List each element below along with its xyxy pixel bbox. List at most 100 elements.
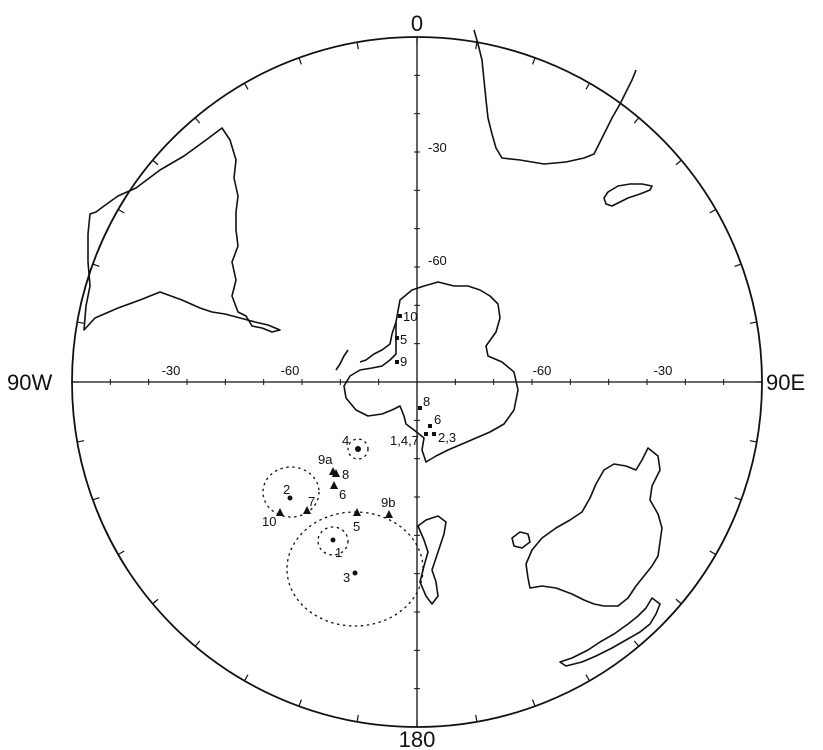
circle-label: 2	[283, 482, 290, 497]
new-zealand-coastline	[559, 597, 661, 667]
tasmania-coastline	[511, 531, 531, 549]
triangle-label: 9b	[381, 495, 395, 510]
rim-tick	[356, 42, 359, 50]
square-label: 2,3	[438, 430, 456, 445]
triangle-site-8: 8	[332, 467, 349, 482]
rim-tick	[298, 57, 302, 65]
label-north-0: 0	[411, 11, 423, 36]
circle-site-4: 4	[342, 433, 361, 452]
rim-tick	[117, 208, 125, 214]
square-label: 5	[400, 332, 407, 347]
rim-tick	[734, 263, 742, 267]
square-site-1-4-7: 1,4,7	[390, 432, 428, 448]
rim-tick	[749, 440, 757, 443]
triangle-marker	[303, 506, 311, 514]
square-site-2-3: 2,3	[432, 430, 456, 445]
rim-tick	[585, 674, 591, 682]
label-west-90w: 90W	[7, 370, 52, 395]
square-marker	[432, 432, 436, 436]
rim-tick	[152, 598, 159, 605]
rim-tick	[633, 640, 640, 647]
rim-tick	[749, 321, 757, 324]
circle-label: 1	[335, 545, 342, 560]
rim-tick	[633, 117, 640, 124]
rim-tick	[585, 82, 591, 90]
circle-marker	[352, 570, 358, 576]
square-label: 6	[434, 412, 441, 427]
triangle-label: 9a	[318, 452, 333, 467]
rim-tick	[356, 714, 359, 722]
rim-tick	[194, 117, 201, 124]
square-site-8: 8	[418, 394, 430, 410]
uncertainty-ellipse-1	[317, 526, 349, 556]
parallel-label-east-minus60: -60	[533, 363, 552, 378]
meridian-label-minus60: -60	[428, 253, 447, 268]
parallel-label-east-minus30: -30	[654, 363, 673, 378]
parallel-label-west-minus30: -30	[162, 363, 181, 378]
rim-tick	[709, 550, 717, 556]
rim-tick	[243, 674, 249, 682]
papua-coastline	[417, 515, 447, 605]
circle-marker	[330, 537, 336, 543]
rim-tick	[475, 42, 478, 50]
square-marker	[395, 360, 399, 364]
square-marker	[395, 336, 399, 340]
rim-tick	[475, 714, 478, 722]
rim-tick	[734, 497, 742, 501]
rim-tick	[152, 159, 159, 166]
antarctica-coastline	[343, 281, 519, 463]
uncertainty-ellipse-2	[262, 466, 320, 518]
rim-tick	[92, 263, 100, 267]
rim-tick	[194, 640, 201, 647]
circle-site-1: 1	[330, 537, 342, 560]
rim-tick	[77, 440, 85, 443]
rim-tick	[243, 82, 249, 90]
australia-coastline	[525, 447, 663, 607]
triangle-label: 5	[353, 519, 360, 534]
parallel-label-west-minus60: -60	[281, 363, 300, 378]
rim-tick	[117, 550, 125, 556]
square-label: 1,4,7	[390, 433, 419, 448]
triangle-site-9a: 9a	[318, 452, 337, 475]
rim-tick	[675, 598, 682, 605]
triangle-label: 7	[308, 494, 315, 509]
circle-marker	[355, 446, 361, 452]
triangle-site-5: 5	[353, 508, 361, 534]
triangle-marker	[353, 508, 361, 516]
rim-tick	[298, 699, 302, 707]
square-label: 8	[423, 394, 430, 409]
triangle-site-6: 6	[330, 481, 346, 502]
uncertainty-ellipse-4	[347, 438, 369, 460]
square-marker	[418, 406, 422, 410]
triangle-marker	[385, 510, 393, 518]
square-site-5: 5	[395, 332, 407, 347]
square-site-10: 10	[398, 309, 417, 324]
triangle-label: 6	[339, 487, 346, 502]
triangle-site-10: 10	[262, 508, 284, 529]
triangle-marker	[332, 469, 340, 477]
circle-label: 4	[342, 433, 349, 448]
square-marker	[428, 424, 432, 428]
south-america-coastline	[83, 127, 281, 333]
square-label: 9	[400, 354, 407, 369]
square-site-6: 6	[428, 412, 441, 428]
square-marker	[398, 314, 402, 318]
meridian-label-minus30: -30	[428, 140, 447, 155]
square-marker	[424, 432, 428, 436]
triangle-site-7: 7	[303, 494, 315, 514]
triangle-label: 8	[342, 467, 349, 482]
africa-coastline	[473, 29, 637, 165]
square-site-9: 9	[395, 354, 407, 369]
triangle-marker	[330, 481, 338, 489]
rim-tick	[77, 321, 85, 324]
rim-tick	[92, 497, 100, 501]
rim-tick	[709, 208, 717, 214]
rim-tick	[532, 57, 536, 65]
madagascar-coastline	[603, 183, 653, 207]
circle-site-3: 3	[343, 570, 358, 585]
circle-marker	[287, 495, 293, 501]
circle-site-2: 2	[283, 482, 293, 501]
triangle-site-9b: 9b	[381, 495, 395, 518]
triangle-marker	[276, 508, 284, 516]
